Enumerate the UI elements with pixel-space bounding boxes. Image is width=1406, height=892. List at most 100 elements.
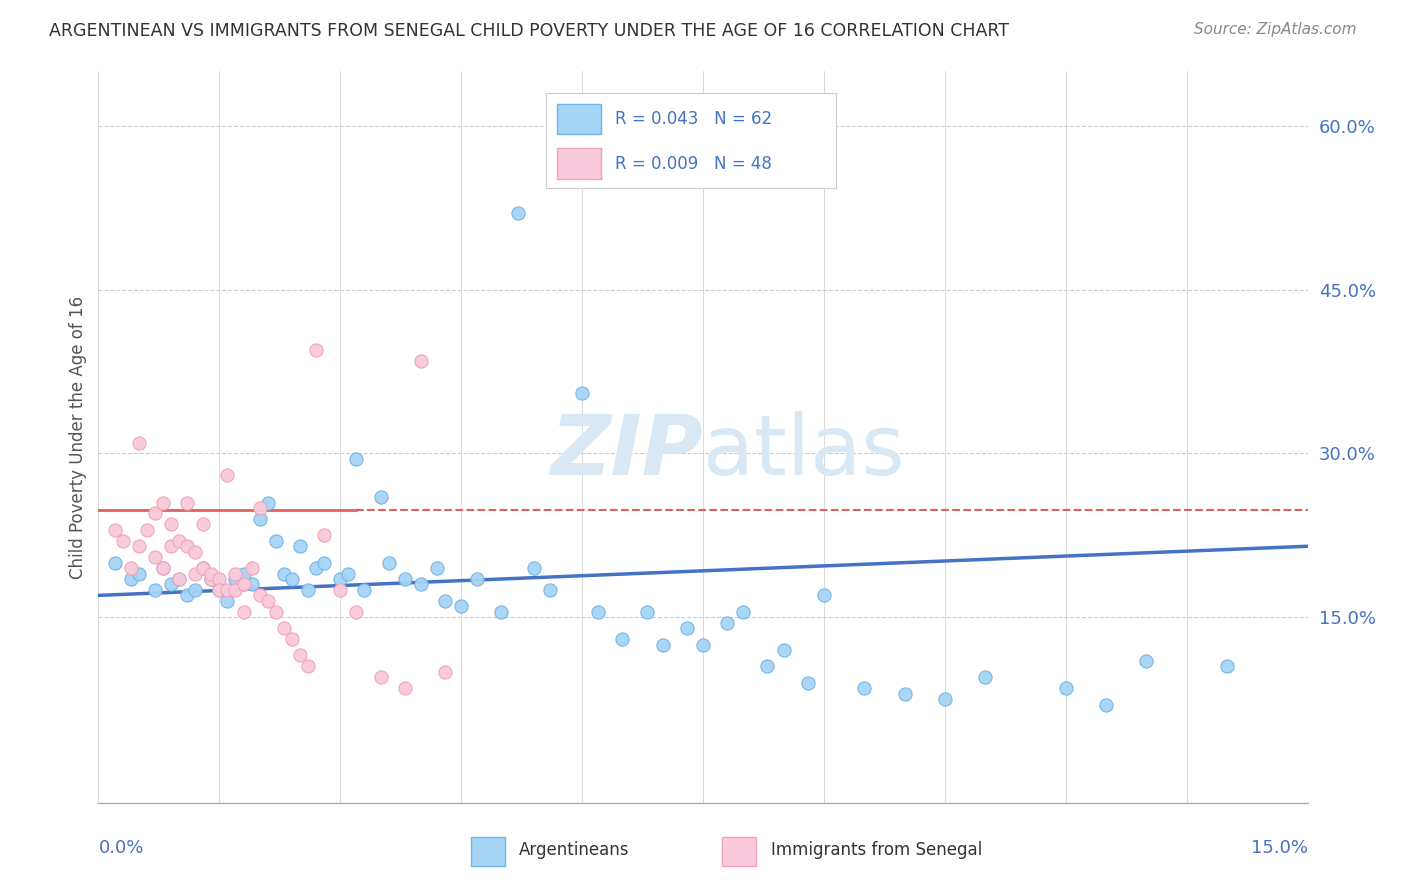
Point <box>184 545 207 559</box>
Point <box>409 353 432 368</box>
Point <box>281 572 304 586</box>
Point <box>465 572 488 586</box>
Text: Source: ZipAtlas.com: Source: ZipAtlas.com <box>1194 22 1357 37</box>
Point <box>249 588 271 602</box>
Point <box>152 495 174 509</box>
Point <box>152 561 174 575</box>
Y-axis label: Child Poverty Under the Age of 16: Child Poverty Under the Age of 16 <box>69 295 87 579</box>
Text: 0.0%: 0.0% <box>98 839 143 857</box>
Text: atlas: atlas <box>703 411 904 492</box>
Point <box>160 539 183 553</box>
Point <box>103 523 125 537</box>
Point <box>314 528 336 542</box>
Point <box>200 572 222 586</box>
Point <box>692 638 714 652</box>
Point <box>200 572 222 586</box>
Point <box>184 582 207 597</box>
Point <box>176 539 198 553</box>
Point <box>538 582 561 597</box>
Point <box>281 632 304 646</box>
Point <box>240 577 263 591</box>
Point <box>135 523 157 537</box>
Point <box>193 561 215 575</box>
Point <box>208 572 231 586</box>
Point <box>232 605 254 619</box>
Point <box>160 577 183 591</box>
Point <box>344 451 367 466</box>
Point <box>329 582 352 597</box>
Point <box>200 566 222 581</box>
Point <box>224 582 246 597</box>
Point <box>434 665 457 679</box>
Point <box>288 648 311 663</box>
Point <box>176 495 198 509</box>
Point <box>256 495 278 509</box>
Point <box>120 561 142 575</box>
Point <box>813 588 835 602</box>
Point <box>337 566 360 581</box>
Point <box>733 605 755 619</box>
Point <box>208 582 231 597</box>
Point <box>409 577 432 591</box>
Point <box>193 517 215 532</box>
Text: ZIP: ZIP <box>550 411 703 492</box>
Point <box>370 490 392 504</box>
Point <box>288 539 311 553</box>
Point <box>256 594 278 608</box>
Point <box>586 605 609 619</box>
Point <box>249 501 271 516</box>
Point <box>128 566 150 581</box>
Point <box>797 675 820 690</box>
Point <box>217 468 239 483</box>
Text: ARGENTINEAN VS IMMIGRANTS FROM SENEGAL CHILD POVERTY UNDER THE AGE OF 16 CORRELA: ARGENTINEAN VS IMMIGRANTS FROM SENEGAL C… <box>49 22 1010 40</box>
Point <box>143 550 166 565</box>
Point <box>651 638 673 652</box>
Point <box>1135 654 1157 668</box>
Point <box>128 435 150 450</box>
Point <box>450 599 472 614</box>
Point <box>934 692 956 706</box>
Point <box>224 566 246 581</box>
Point <box>217 582 239 597</box>
Point <box>208 582 231 597</box>
Point <box>217 594 239 608</box>
Point <box>167 533 190 548</box>
Point <box>176 588 198 602</box>
Point <box>273 566 295 581</box>
Point <box>571 386 593 401</box>
Point <box>612 632 634 646</box>
Point <box>264 605 287 619</box>
Point <box>305 561 328 575</box>
Point <box>426 561 449 575</box>
Point <box>232 566 254 581</box>
Point <box>636 605 658 619</box>
Point <box>1095 698 1118 712</box>
Point <box>394 681 416 695</box>
Point <box>756 659 779 673</box>
Point <box>167 572 190 586</box>
Point <box>434 594 457 608</box>
Point <box>249 512 271 526</box>
Point <box>297 659 319 673</box>
Point <box>111 533 134 548</box>
Point <box>329 572 352 586</box>
Point <box>128 539 150 553</box>
Point <box>264 533 287 548</box>
Point <box>143 582 166 597</box>
Point <box>314 556 336 570</box>
Point <box>353 582 375 597</box>
Point <box>232 577 254 591</box>
Point <box>143 507 166 521</box>
Point <box>184 566 207 581</box>
Point <box>853 681 876 695</box>
Point <box>394 572 416 586</box>
Point <box>491 605 513 619</box>
Point <box>120 572 142 586</box>
Point <box>370 670 392 684</box>
Point <box>297 582 319 597</box>
Point <box>160 517 183 532</box>
Point <box>344 605 367 619</box>
Point <box>167 572 190 586</box>
Point <box>716 615 738 630</box>
Point <box>193 561 215 575</box>
